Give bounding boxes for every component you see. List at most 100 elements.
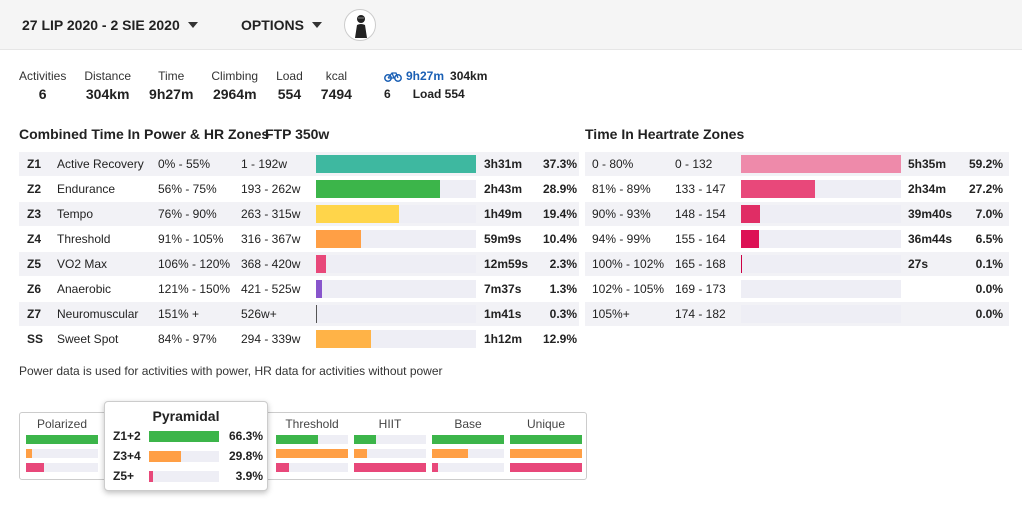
power-zone-row: Z7 Neuromuscular 151% + 526w+ 1m41s 0.3% bbox=[19, 302, 579, 326]
stat-label: Time bbox=[158, 69, 185, 83]
power-zone-row: Z6 Anaerobic 121% - 150% 421 - 525w 7m37s 1.3… bbox=[19, 277, 579, 301]
tooltip-row: Z3+4 29.8% bbox=[113, 448, 263, 464]
power-zones-title: Combined Time In Power & HR Zones bbox=[19, 126, 270, 142]
stat-5: kcal 7494 bbox=[321, 69, 352, 103]
hr-zone-row: 94% - 99% 155 - 164 36m44s 6.5% bbox=[585, 227, 1009, 251]
zone-watts: 421 - 525w bbox=[241, 282, 301, 296]
hr-percent: 0.0% bbox=[975, 282, 1003, 296]
distribution-bar-fill bbox=[510, 435, 582, 444]
distribution-bar bbox=[354, 449, 426, 458]
distribution-column[interactable]: Base bbox=[432, 413, 504, 472]
zone-name: Anaerobic bbox=[57, 282, 112, 296]
zone-percent: 1.3% bbox=[549, 282, 577, 296]
power-zone-row: Z5 VO2 Max 106% - 120% 368 - 420w 12m59s 2.3% bbox=[19, 252, 579, 276]
zone-bar bbox=[316, 155, 476, 173]
hr-bar bbox=[741, 230, 901, 248]
hr-percent: 7.0% bbox=[975, 207, 1003, 221]
zone-time: 1h12m bbox=[484, 332, 523, 346]
zone-code: Z7 bbox=[27, 307, 42, 321]
zone-bar-fill bbox=[316, 180, 440, 198]
hr-pct-range: 102% - 105% bbox=[592, 282, 665, 296]
activity-summary[interactable]: 9h27m 304km 6 Load 554 bbox=[384, 69, 487, 101]
zone-code: Z2 bbox=[27, 182, 42, 196]
distribution-bar-fill bbox=[354, 435, 376, 444]
zone-percent: 0.3% bbox=[549, 307, 577, 321]
hr-pct-range: 81% - 89% bbox=[592, 182, 651, 196]
distribution-bar-fill bbox=[26, 435, 98, 444]
hr-pct-range: 105%+ bbox=[592, 307, 630, 321]
distribution-label: Polarized bbox=[36, 417, 88, 431]
zone-bar bbox=[316, 205, 476, 223]
zone-code: SS bbox=[27, 332, 44, 346]
zone-ftp-range: 106% - 120% bbox=[158, 257, 231, 271]
date-range-dropdown[interactable]: 27 LIP 2020 - 2 SIE 2020 bbox=[22, 17, 198, 33]
power-zone-row: Z1 Active Recovery 0% - 55% 1 - 192w 3h31m 37… bbox=[19, 152, 579, 176]
hr-time: 2h34m bbox=[908, 182, 947, 196]
distribution-column[interactable]: Polarized bbox=[26, 413, 98, 472]
distribution-column[interactable]: Unique bbox=[510, 413, 582, 472]
hr-time: 27s bbox=[908, 257, 929, 271]
zone-code: Z3 bbox=[27, 207, 42, 221]
zone-percent: 2.3% bbox=[549, 257, 577, 271]
bike-icon bbox=[384, 72, 402, 82]
hr-percent: 27.2% bbox=[968, 182, 1003, 196]
distribution-bar-fill bbox=[26, 463, 44, 472]
distribution-column[interactable]: Threshold bbox=[276, 413, 348, 472]
zone-code: Z5 bbox=[27, 257, 42, 271]
zone-ftp-range: 0% - 55% bbox=[158, 157, 211, 171]
hr-percent: 0.0% bbox=[975, 307, 1003, 321]
hr-time: 36m44s bbox=[908, 232, 953, 246]
tooltip-bar bbox=[149, 451, 219, 462]
distribution-bar-fill bbox=[354, 463, 426, 472]
distribution-column[interactable]: HIIT bbox=[354, 413, 426, 472]
tooltip-zone-label: Z5+ bbox=[113, 469, 135, 483]
zone-bar-fill bbox=[316, 255, 327, 273]
zone-name: VO2 Max bbox=[57, 257, 108, 271]
summary-stats: Activities 6 Distance 304km Time 9h27m Climbin… bbox=[19, 69, 370, 103]
hr-bar-fill bbox=[741, 205, 761, 223]
distribution-label: HIIT bbox=[378, 417, 402, 431]
tooltip-bar-fill bbox=[149, 471, 154, 482]
hr-time: 5h35m bbox=[908, 157, 947, 171]
stat-label: Distance bbox=[84, 69, 132, 83]
hr-bar bbox=[741, 305, 901, 323]
hr-bpm-range: 0 - 132 bbox=[675, 157, 713, 171]
tooltip-bar bbox=[149, 431, 219, 442]
distribution-bar bbox=[432, 435, 504, 444]
distribution-bar bbox=[354, 463, 426, 472]
hr-bar-fill bbox=[741, 255, 742, 273]
top-bar: 27 LIP 2020 - 2 SIE 2020 OPTIONS bbox=[0, 0, 1022, 50]
hr-zone-row: 100% - 102% 165 - 168 27s 0.1% bbox=[585, 252, 1009, 276]
hr-pct-range: 0 - 80% bbox=[592, 157, 634, 171]
zone-bar bbox=[316, 180, 476, 198]
user-avatar-icon bbox=[355, 15, 367, 38]
zone-name: Endurance bbox=[57, 182, 116, 196]
tooltip-value: 3.9% bbox=[235, 469, 263, 483]
stat-label: Load bbox=[276, 69, 303, 83]
stat-label: Climbing bbox=[211, 69, 259, 83]
avatar[interactable] bbox=[344, 9, 376, 41]
power-zone-row: Z3 Tempo 76% - 90% 263 - 315w 1h49m 19.4% bbox=[19, 202, 579, 226]
tooltip-bar bbox=[149, 471, 219, 482]
ftp-label: FTP 350w bbox=[265, 126, 330, 142]
zone-ftp-range: 151% + bbox=[158, 307, 200, 321]
stat-value: 7494 bbox=[320, 86, 352, 102]
hr-bar bbox=[741, 180, 901, 198]
zone-bar-fill bbox=[316, 205, 400, 223]
distribution-bar bbox=[276, 449, 348, 458]
options-dropdown[interactable]: OPTIONS bbox=[241, 17, 323, 33]
zone-name: Threshold bbox=[57, 232, 111, 246]
distribution-bar bbox=[432, 463, 504, 472]
stat-label: kcal bbox=[325, 69, 348, 83]
stat-1: Distance 304km bbox=[84, 69, 131, 103]
zone-ftp-range: 84% - 97% bbox=[158, 332, 217, 346]
zone-bar-fill bbox=[316, 230, 361, 248]
zone-watts: 526w+ bbox=[241, 307, 277, 321]
hr-pct-range: 94% - 99% bbox=[592, 232, 651, 246]
distribution-tooltip: Pyramidal Z1+2 66.3% Z3+4 29.8% Z5+ 3.9% bbox=[104, 401, 268, 491]
distribution-bar-fill bbox=[354, 449, 367, 458]
power-zone-row: Z4 Threshold 91% - 105% 316 - 367w 59m9s 10.4… bbox=[19, 227, 579, 251]
zone-bar bbox=[316, 280, 476, 298]
zone-code: Z6 bbox=[27, 282, 42, 296]
zone-time: 7m37s bbox=[484, 282, 522, 296]
